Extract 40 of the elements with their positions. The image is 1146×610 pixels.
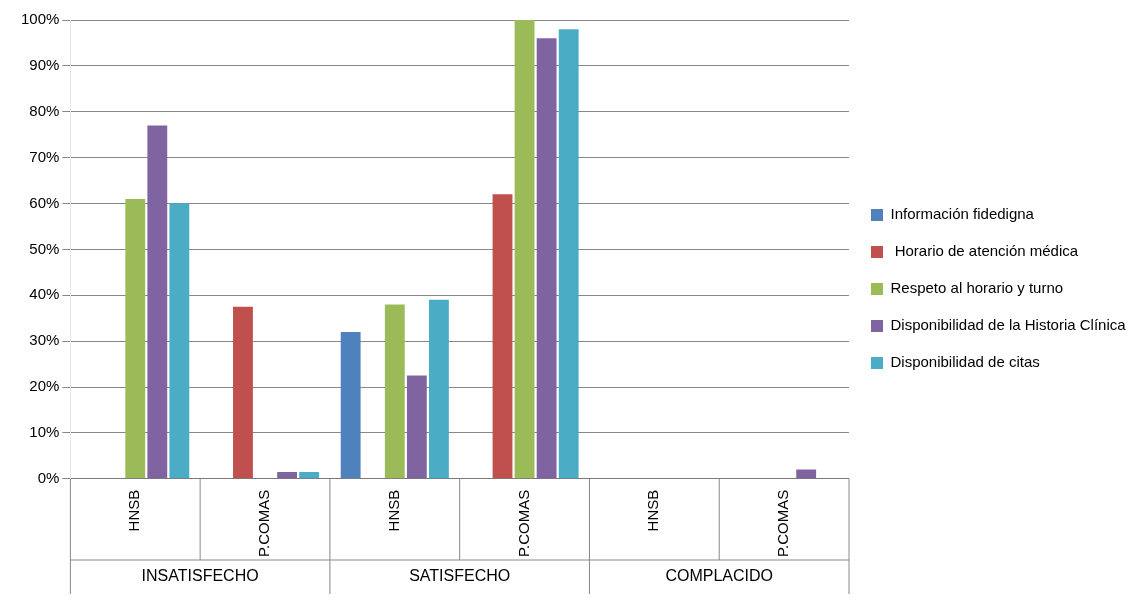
x-tick-label: HNSB (644, 489, 662, 532)
y-tick-label: 30% (29, 331, 60, 349)
x-tick-label: P.COMAS (514, 489, 532, 558)
y-tick-label: 10% (29, 423, 60, 441)
bar (536, 38, 557, 479)
legend-label: Disponibilidad de la Historia Clínica (890, 316, 1127, 334)
legend-label: Respeto al horario y turno (890, 279, 1064, 297)
bar (514, 20, 535, 479)
bar (796, 469, 817, 479)
legend-label: Información fidedigna (890, 205, 1035, 223)
y-tick-label: 60% (29, 193, 60, 211)
text: COMPLACIDO (665, 567, 774, 585)
y-tick-label: 50% (29, 239, 60, 257)
bar (233, 306, 253, 479)
bar (428, 299, 449, 479)
bar (384, 304, 405, 479)
bar (147, 125, 168, 479)
y-tick-label: 100% (20, 10, 60, 28)
y-tick-label: 20% (29, 377, 60, 395)
y-tick-label: 80% (29, 101, 60, 119)
y-tick-label: 90% (29, 56, 60, 74)
bar (125, 198, 146, 479)
text: SATISFECHO (409, 567, 511, 585)
legend-label: Disponibilidad de citas (890, 353, 1040, 371)
legend-label: Horario de atención médica (890, 242, 1079, 260)
bar (169, 203, 190, 479)
bar (406, 375, 427, 479)
x-tick-label: HNSB (384, 489, 402, 532)
x-tick-label: P.COMAS (774, 489, 792, 558)
bar (277, 471, 298, 479)
x-tick-label: P.COMAS (255, 489, 273, 558)
bar (340, 331, 361, 479)
y-tick-label: 70% (29, 147, 60, 165)
text: INSATISFECHO (141, 567, 259, 585)
y-tick-label: 0% (37, 468, 60, 486)
bar (558, 29, 579, 479)
x-tick-label: HNSB (125, 489, 143, 532)
bar (299, 471, 320, 479)
bar (492, 194, 513, 479)
y-tick-label: 40% (29, 285, 60, 303)
